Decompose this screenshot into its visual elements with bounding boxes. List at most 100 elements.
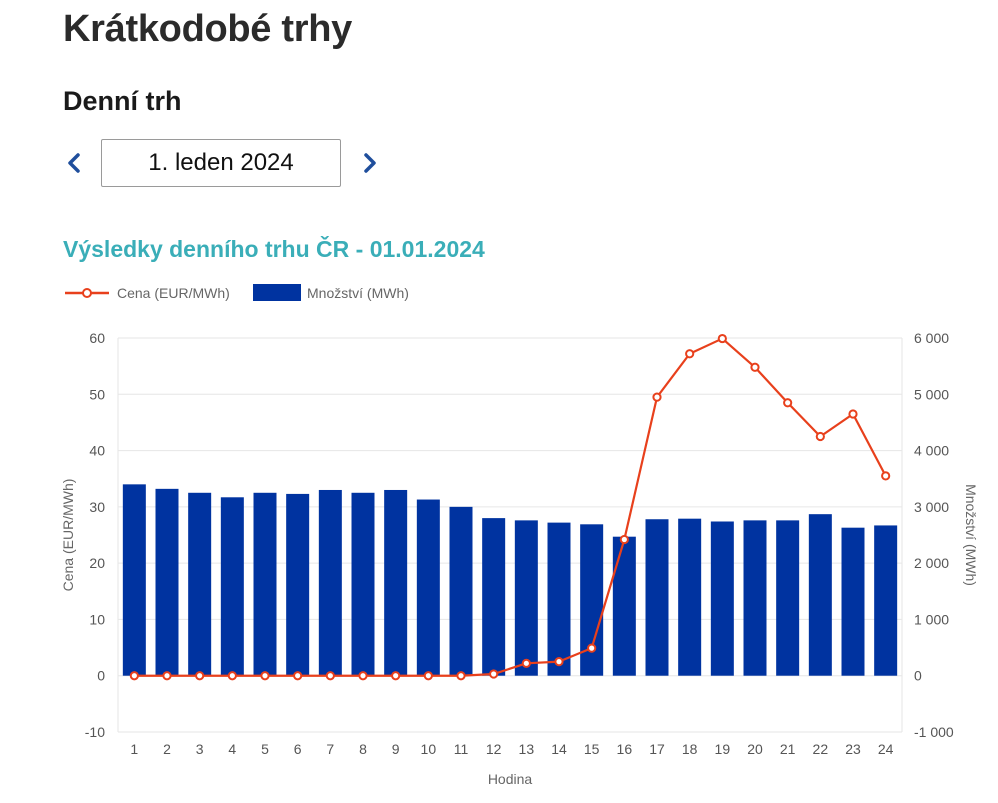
quantity-bar — [188, 492, 212, 676]
x-tick-label: 3 — [196, 741, 204, 757]
x-tick-label: 16 — [617, 741, 633, 757]
quantity-bar — [416, 499, 440, 676]
quantity-bar — [253, 492, 277, 676]
price-line — [129, 333, 891, 681]
x-tick-label: 7 — [326, 741, 334, 757]
price-point — [489, 669, 499, 679]
quantity-bar — [645, 519, 669, 676]
price-point — [129, 671, 139, 681]
x-tick-label: 5 — [261, 741, 269, 757]
price-point — [652, 392, 662, 402]
quantity-bar — [351, 492, 375, 676]
price-point — [881, 471, 891, 481]
y2-axis-title: Množství (MWh) — [963, 484, 979, 586]
price-point — [848, 409, 858, 419]
price-point — [293, 671, 303, 681]
y-tick-label: 40 — [89, 443, 105, 459]
x-tick-label: 2 — [163, 741, 171, 757]
quantity-bar — [122, 484, 146, 676]
quantity-bar — [776, 520, 800, 676]
quantity-bar — [318, 489, 342, 676]
y-tick-label: 60 — [89, 330, 105, 346]
y-tick-label: 50 — [89, 386, 105, 402]
x-tick-label: 6 — [294, 741, 302, 757]
price-point — [325, 671, 335, 681]
legend-label-quantity: Množství (MWh) — [307, 285, 409, 301]
x-tick-label: 13 — [519, 741, 535, 757]
y-axis-title: Cena (EUR/MWh) — [60, 479, 76, 592]
y2-tick-label: 0 — [914, 668, 922, 684]
market-results-chart: Cena (EUR/MWh) Množství (MWh) 6050403020… — [60, 284, 979, 787]
quantity-bar — [482, 518, 506, 676]
price-point — [423, 671, 433, 681]
quantity-bar — [286, 493, 310, 676]
x-tick-label: 8 — [359, 741, 367, 757]
quantity-bar — [841, 527, 865, 676]
y-tick-label: 20 — [89, 555, 105, 571]
x-tick-label: 17 — [649, 741, 665, 757]
x-axis-title: Hodina — [488, 771, 533, 787]
quantity-bar — [449, 506, 473, 676]
previous-day-button[interactable] — [60, 149, 88, 177]
y2-tick-label: 2 000 — [914, 555, 949, 571]
quantity-bar — [580, 524, 604, 676]
y2-tick-label: 1 000 — [914, 611, 949, 627]
x-tick-label: 11 — [454, 741, 469, 757]
y-tick-label: 10 — [89, 611, 105, 627]
x-tick-label: 24 — [878, 741, 894, 757]
price-point — [260, 671, 270, 681]
x-tick-label: 1 — [130, 741, 138, 757]
price-point — [391, 671, 401, 681]
quantity-bar — [710, 521, 734, 676]
legend-item-quantity[interactable]: Množství (MWh) — [253, 284, 409, 301]
price-point — [554, 657, 564, 667]
page-title: Krátkodobé trhy — [63, 8, 352, 50]
quantity-bar — [874, 525, 898, 676]
price-point — [717, 333, 727, 344]
date-input[interactable] — [101, 139, 341, 187]
x-tick-label: 4 — [228, 741, 236, 757]
y2-tick-label: 5 000 — [914, 386, 949, 402]
price-point — [162, 671, 172, 681]
x-tick-label: 22 — [813, 741, 829, 757]
quantity-bar — [743, 520, 767, 676]
quantity-bar — [220, 497, 244, 676]
quantity-bar — [808, 514, 832, 676]
price-point — [685, 349, 695, 359]
y2-tick-label: -1 000 — [914, 724, 954, 740]
legend-label-price: Cena (EUR/MWh) — [117, 285, 230, 301]
x-tick-label: 23 — [845, 741, 861, 757]
x-tick-label: 9 — [392, 741, 400, 757]
right-y-axis: 6 000 5 000 4 000 3 000 2 000 1 000 0 -1 000 — [914, 330, 954, 740]
price-point — [619, 534, 629, 545]
chevron-left-icon — [68, 153, 80, 173]
x-tick-label: 20 — [747, 741, 763, 757]
price-point — [227, 671, 237, 681]
section-title: Denní trh — [63, 86, 182, 116]
price-point — [456, 671, 466, 681]
chart-title: Výsledky denního trhu ČR - 01.01.2024 — [63, 236, 485, 262]
x-tick-label: 21 — [780, 741, 796, 757]
quantity-bars — [122, 484, 898, 676]
quantity-bar — [384, 489, 408, 676]
legend-item-price[interactable]: Cena (EUR/MWh) — [65, 285, 230, 301]
chevron-right-icon — [364, 153, 376, 173]
price-line-path — [134, 337, 887, 677]
price-point — [587, 643, 597, 653]
x-axis: 1 2 3 4 5 6 7 8 9 10 11 12 13 14 15 16 17 18 19 20 21 22 23 24 — [130, 741, 893, 757]
price-point — [783, 398, 793, 408]
price-point — [521, 658, 531, 668]
quantity-bar — [678, 518, 702, 676]
x-tick-label: 19 — [715, 741, 731, 757]
price-point — [750, 362, 760, 372]
price-point — [815, 431, 825, 442]
y2-tick-label: 4 000 — [914, 443, 949, 459]
next-day-button[interactable] — [356, 149, 384, 177]
chart-legend: Cena (EUR/MWh) Množství (MWh) — [65, 284, 409, 301]
chart-grid — [117, 337, 903, 733]
quantity-bar — [155, 488, 179, 676]
left-y-axis: 60 50 40 30 20 10 0 -10 — [85, 330, 105, 740]
y2-tick-label: 3 000 — [914, 499, 949, 515]
y-tick-label: -10 — [85, 724, 105, 740]
x-tick-label: 15 — [584, 741, 600, 757]
